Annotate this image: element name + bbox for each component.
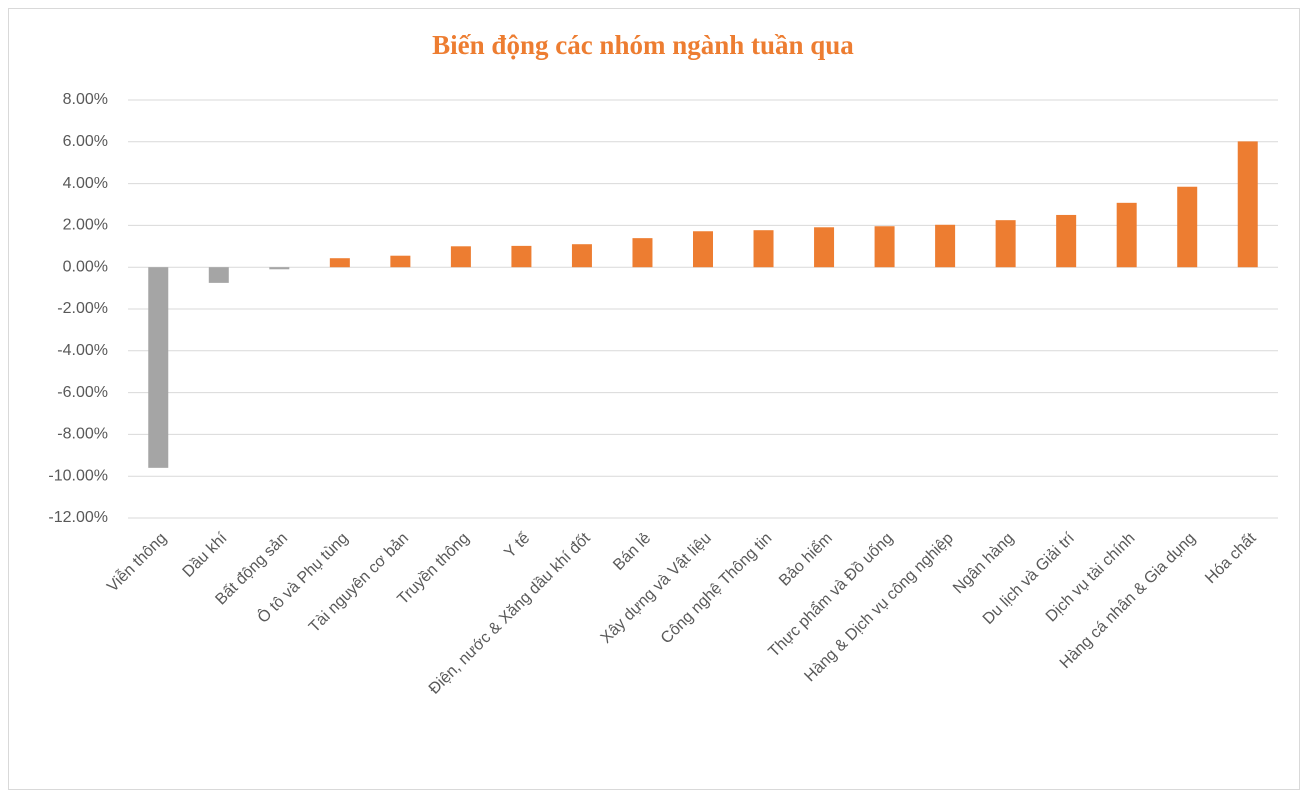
bar [995, 220, 1016, 268]
y-tick-label: 2.00% [63, 217, 108, 234]
y-tick-label: -2.00% [57, 300, 108, 317]
bar [632, 238, 653, 268]
bar [874, 226, 895, 268]
bar [935, 224, 956, 268]
bar [571, 244, 592, 268]
y-tick-label: -8.00% [57, 426, 108, 443]
bar [208, 267, 229, 283]
bar [269, 267, 290, 270]
y-tick-label: 8.00% [63, 91, 108, 108]
bar [1237, 141, 1258, 268]
y-tick-label: -10.00% [48, 467, 108, 484]
bar [753, 230, 774, 268]
bar [1116, 202, 1137, 268]
bar [693, 231, 713, 268]
chart-border [8, 8, 1300, 790]
chart-title: Biến động các nhóm ngành tuần qua [432, 30, 854, 60]
bar [390, 255, 411, 268]
y-tick-label: -4.00% [57, 342, 108, 359]
bar [1056, 214, 1077, 268]
y-tick-label: 6.00% [63, 133, 108, 150]
bar [814, 227, 835, 268]
bar [329, 258, 350, 268]
bar [148, 267, 169, 468]
y-tick-label: 0.00% [63, 258, 108, 275]
bar [1177, 186, 1198, 268]
y-tick-label: 4.00% [63, 175, 108, 192]
bar [511, 245, 532, 268]
y-tick-label: -6.00% [57, 384, 108, 401]
y-tick-label: -12.00% [48, 509, 108, 526]
bar [450, 246, 471, 268]
